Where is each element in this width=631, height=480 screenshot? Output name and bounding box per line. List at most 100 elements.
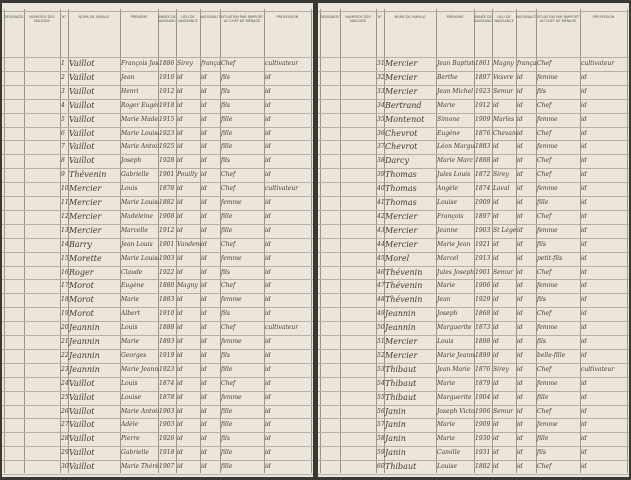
row-rule — [318, 112, 629, 114]
row-number: 7 — [61, 143, 65, 151]
entry: id — [581, 73, 587, 81]
entry: 1912 — [159, 87, 175, 95]
row-number: 33 — [377, 87, 385, 95]
entry: 1918 — [159, 101, 175, 109]
entry: Jean — [121, 73, 135, 81]
entry: Marie Antoinette — [121, 407, 159, 415]
row-rule — [318, 70, 629, 72]
entry: 1903 — [159, 254, 175, 262]
row-rule — [2, 293, 313, 295]
entry: Jean — [437, 296, 451, 304]
entry: Marcelle — [121, 226, 148, 234]
row-number: 17 — [61, 282, 69, 290]
entry: id — [201, 73, 207, 81]
row-rule — [318, 474, 629, 475]
entry: Sirey — [493, 171, 509, 179]
entry: 1919 — [159, 351, 175, 359]
entry: Janin — [385, 420, 406, 430]
entry: Chef — [537, 268, 552, 276]
entry: id — [493, 435, 499, 443]
entry: id — [177, 73, 183, 81]
entry: Thibaut — [385, 392, 417, 402]
column-rule — [24, 9, 25, 473]
entry: id — [265, 421, 271, 429]
entry: id — [581, 338, 587, 345]
entry: Roger — [69, 267, 94, 277]
row-number: 22 — [61, 351, 69, 359]
entry: Jules Louis — [437, 171, 471, 179]
row-rule — [318, 390, 629, 392]
entry: Chef — [221, 324, 236, 332]
row-number: 46 — [377, 268, 385, 276]
entry: id — [581, 310, 587, 318]
entry: 1907 — [159, 463, 175, 471]
column-header: LIEU DE NAISSANCE — [494, 15, 514, 23]
entry: id — [177, 379, 183, 387]
row-rule — [318, 237, 629, 239]
row-rule — [318, 182, 629, 184]
entry: id — [517, 212, 523, 220]
column-header: NOMS DE FAMILLE — [394, 15, 426, 19]
entry: id — [517, 449, 523, 457]
entry: fille — [221, 212, 233, 220]
entry: Louis — [121, 324, 138, 332]
entry: id — [517, 143, 523, 151]
row-number: 60 — [377, 463, 385, 471]
entry: 1909 — [475, 421, 491, 429]
entry: Chef — [537, 212, 552, 220]
row-number: 4 — [61, 101, 65, 109]
entry: fils — [537, 296, 546, 304]
entry: id — [581, 143, 587, 151]
entry: femme — [537, 379, 558, 387]
entry: id — [581, 101, 587, 109]
entry: id — [493, 449, 499, 457]
row-number: 30 — [61, 463, 69, 471]
entry: cultivateur — [265, 324, 299, 332]
entry: id — [177, 463, 183, 471]
row-rule — [2, 209, 313, 211]
entry: Joseph — [121, 157, 142, 165]
entry: Chevannay — [493, 129, 517, 137]
entry: femme — [221, 254, 242, 262]
column-header: NUMÉROS DES MAISONS — [345, 15, 371, 23]
row-rule — [2, 84, 313, 86]
row-rule — [2, 279, 313, 281]
entry: id — [493, 463, 499, 471]
entry: id — [581, 421, 587, 429]
entry: id — [517, 115, 523, 123]
entry: id — [265, 157, 271, 165]
header-rule — [318, 57, 629, 58]
column-header: PROFESSION — [276, 15, 299, 19]
entry: id — [517, 296, 523, 304]
row-rule — [2, 307, 313, 309]
entry: id — [517, 240, 523, 248]
column-rule — [311, 9, 312, 473]
column-header: ANNÉE DE NAISSANCE — [474, 15, 492, 23]
entry: id — [517, 73, 523, 81]
entry: fils — [537, 87, 546, 95]
column-header: N° — [377, 15, 383, 19]
entry: id — [201, 240, 207, 248]
entry: Mercier — [385, 72, 418, 82]
entry: Jules Joseph — [437, 268, 475, 276]
entry: 1878 — [159, 393, 175, 401]
entry: cultivateur — [265, 60, 299, 67]
entry: Marie — [121, 338, 140, 345]
entry: Vaillot — [69, 462, 95, 472]
entry: id — [265, 463, 271, 471]
entry: id — [581, 226, 587, 234]
row-number: 20 — [61, 324, 69, 332]
row-number: 40 — [377, 185, 385, 193]
row-number: 35 — [377, 115, 385, 123]
entry: id — [265, 87, 271, 95]
entry: Chef — [537, 157, 552, 165]
row-rule — [2, 418, 313, 420]
row-rule — [318, 307, 629, 309]
entry: Thomas — [385, 170, 417, 180]
entry: fils — [221, 101, 230, 109]
entry: id — [177, 310, 183, 318]
entry: id — [201, 101, 207, 109]
row-number: 55 — [377, 393, 385, 401]
row-number: 37 — [377, 143, 385, 151]
entry: Chef — [537, 60, 552, 67]
